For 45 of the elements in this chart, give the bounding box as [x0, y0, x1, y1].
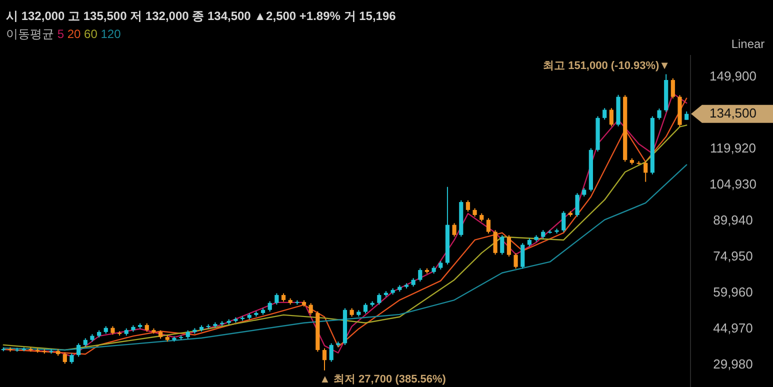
candlestick	[486, 218, 491, 234]
text: Linear	[731, 37, 765, 51]
y-tick-label: 134,500	[710, 105, 756, 120]
candlestick	[452, 222, 456, 238]
candlestick	[76, 342, 81, 358]
candlestick	[466, 200, 470, 212]
candlestick	[70, 352, 74, 364]
y-tick-label: 44,970	[713, 320, 753, 336]
y-tick-label: 104,930	[710, 176, 756, 192]
candlestick	[657, 108, 662, 120]
chart-title: 시 132,000 고 135,500 저 132,000 종 134,500 ▲2,500 +1.89% 거 15,196	[6, 9, 396, 23]
annotation: ▲ 최저 27,700 (385.56%)	[320, 373, 446, 386]
candlestick	[520, 242, 525, 270]
legend-title: 이동평균	[6, 27, 58, 41]
y-tick-label: 29,980	[713, 356, 753, 372]
y-tick-label: 74,950	[713, 248, 753, 264]
candlestick	[274, 292, 279, 306]
line-series	[2, 164, 688, 351]
candlestick	[377, 292, 382, 306]
candlestick	[514, 252, 518, 270]
candlestick	[562, 210, 566, 233]
y-tick-label: 59,960	[713, 284, 753, 300]
candlestick	[322, 348, 327, 371]
candlestick	[363, 302, 368, 314]
candlestick	[62, 352, 67, 364]
candlestick	[575, 192, 580, 218]
text: 60	[84, 27, 101, 41]
candlestick	[418, 268, 422, 282]
candlestick	[609, 108, 614, 127]
text: 5	[57, 27, 68, 41]
y-tick-label: 149,900	[710, 68, 756, 84]
text: 120	[100, 27, 122, 41]
candlestick	[506, 234, 512, 258]
candlestick	[308, 302, 313, 316]
annotation: 최고 151,000 (-10.93%)▼	[543, 60, 670, 72]
candlestick	[602, 108, 607, 120]
candlestick	[329, 342, 334, 362]
y-tick-label: 89,940	[713, 212, 753, 228]
candlestick	[493, 230, 498, 256]
candlestick	[500, 234, 504, 256]
text: 20	[67, 27, 84, 41]
candlestick	[268, 300, 272, 312]
candlestick	[670, 78, 675, 99]
y-tick-label: 119,920	[710, 140, 756, 156]
candlestick	[644, 160, 648, 182]
